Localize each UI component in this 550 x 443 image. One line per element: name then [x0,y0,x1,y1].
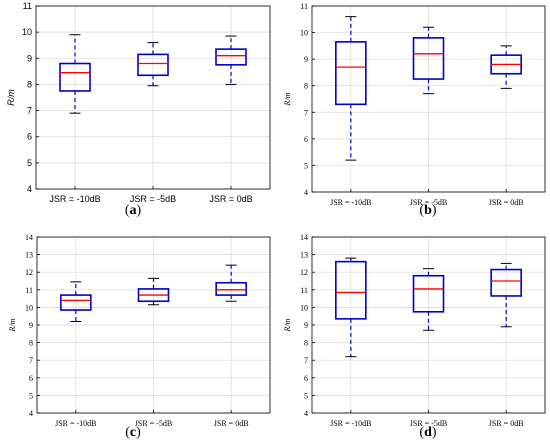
y-tick-label: 8 [27,79,32,89]
y-tick-label: 9 [27,53,32,63]
y-tick-label: 10 [300,29,308,38]
x-tick-label: JSR = -10dB [330,419,371,428]
x-tick-label: JSR = 0dB [489,419,524,428]
y-tick-label: 8 [304,82,308,91]
iqr-box [215,281,247,296]
y-tick-label: 6 [27,132,32,142]
y-tick-label: 4 [304,188,308,197]
iqr-box [60,294,92,311]
iqr-box [59,62,91,92]
y-tick-label: 9 [29,321,33,330]
y-tick-label: 8 [29,339,33,348]
y-tick-label: 4 [29,409,33,418]
y-axis-label: R/m [6,89,16,106]
y-tick-label: 9 [304,321,308,330]
x-tick-label: JSR = -5dB [135,419,172,428]
boxplot-panel-c: 4 5 6 7 8 9 10 11 12 13 14 R/m JSR = -10dB JSR = -5dB… [8,233,271,428]
y-tick-label: 13 [300,251,308,260]
panel-label-b: (b) [419,203,437,218]
y-tick-label: 4 [27,184,32,194]
y-tick-label: 6 [304,135,308,144]
y-tick-label: 9 [304,55,308,64]
x-tick-label: JSR = -5dB [410,198,447,207]
y-tick-label: 10 [300,303,308,312]
iqr-box [335,41,367,106]
iqr-box [335,260,367,320]
y-tick-label: 13 [25,251,33,260]
x-tick-label: JSR = -10dB [49,194,100,204]
y-tick-label: 11 [300,2,308,11]
panel-label-d: (d) [419,425,437,440]
x-tick-label: JSR = 0dB [489,198,524,207]
y-tick-label: 7 [304,108,308,117]
y-tick-label: 14 [25,233,33,242]
boxplot-panel-b: 4 5 6 7 8 9 10 11 R/m JSR = -10dB JSR = -5dB JSR = … [283,2,546,207]
y-tick-label: 12 [25,268,33,277]
x-tick-label: JSR = -5dB [130,194,176,204]
y-tick-label: 11 [25,286,33,295]
y-tick-label: 11 [23,1,32,11]
y-tick-label: 5 [27,158,32,168]
boxplot-panel-a: 4 5 6 7 8 9 10 11 R/m JSR = -10dB JSR = -5dB JSR = … [6,1,271,204]
iqr-box [412,37,445,80]
y-axis-label: R/m [283,92,292,106]
y-tick-label: 6 [29,374,33,383]
y-tick-label: 8 [304,339,308,348]
x-tick-label: JSR = 0dB [214,419,249,428]
y-tick-label: 5 [304,161,308,170]
y-tick-label: 12 [300,268,308,277]
iqr-box [137,53,169,77]
x-tick-label: JSR = -10dB [55,419,96,428]
y-tick-label: 10 [22,27,32,37]
boxplot-panel-d: 4 5 6 7 8 9 10 11 12 13 14 R/m JSR = -10dB JSR = -5dB… [283,233,546,428]
y-tick-label: 5 [304,391,308,400]
x-tick-label: JSR = -10dB [330,198,371,207]
x-tick-label: JSR = 0dB [209,194,252,204]
x-tick-label: JSR = -5dB [410,419,447,428]
y-tick-label: 11 [300,286,308,295]
iqr-box [412,274,445,313]
panel-label-a: (a) [124,203,142,218]
iqr-box [215,48,247,66]
y-tick-label: 7 [304,356,308,365]
panel-label-c: (c) [125,425,141,440]
iqr-box [490,268,522,297]
y-axis-label: R/m [8,318,17,332]
y-tick-label: 10 [25,303,33,312]
y-tick-label: 4 [304,409,308,418]
y-axis-label: R/m [283,318,292,332]
y-tick-label: 7 [29,356,33,365]
y-tick-label: 14 [300,233,308,242]
y-tick-label: 5 [29,391,33,400]
y-tick-label: 7 [27,106,32,116]
y-tick-label: 6 [304,374,308,383]
